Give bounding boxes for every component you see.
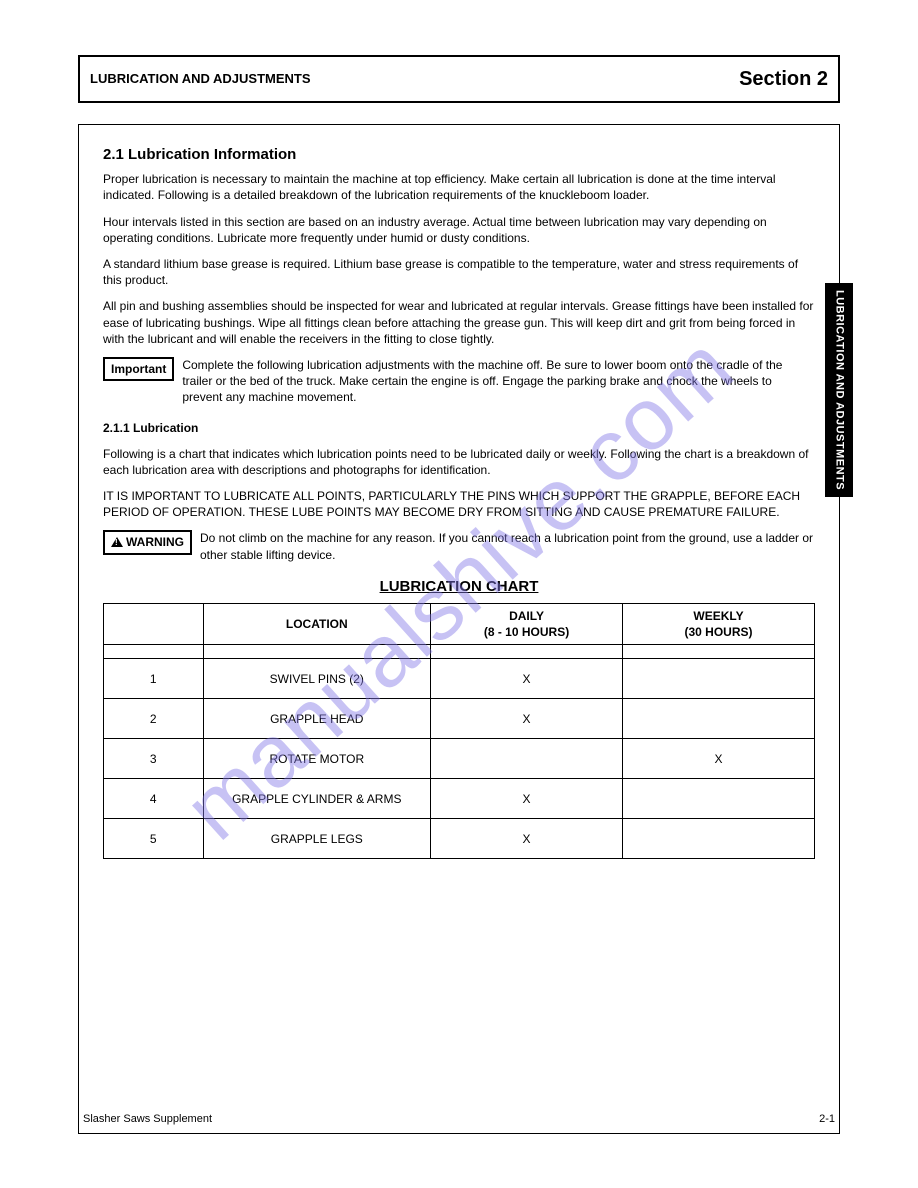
important-label: Important <box>103 357 174 381</box>
th-weekly: WEEKLY (30 HOURS) <box>623 604 815 645</box>
cell-daily: X <box>431 819 623 859</box>
footer-left: Slasher Saws Supplement <box>83 1112 212 1127</box>
cell-weekly <box>623 819 815 859</box>
table-row: 1 SWIVEL PINS (2) X <box>104 659 815 699</box>
important-note: Important Complete the following lubrica… <box>103 357 815 406</box>
cell-num: 5 <box>104 819 204 859</box>
th-daily: DAILY (8 - 10 HOURS) <box>431 604 623 645</box>
cell-weekly <box>623 779 815 819</box>
warning-text: Do not climb on the machine for any reas… <box>200 530 815 562</box>
cell-loc: SWIVEL PINS (2) <box>203 659 431 699</box>
intro-para-1: Proper lubrication is necessary to maint… <box>103 171 815 203</box>
header-section-label: LUBRICATION AND ADJUSTMENTS <box>90 70 311 88</box>
intro-para-2: Hour intervals listed in this section ar… <box>103 214 815 246</box>
cell-weekly <box>623 659 815 699</box>
cell-loc: GRAPPLE CYLINDER & ARMS <box>203 779 431 819</box>
header-section-number: Section 2 <box>739 66 828 93</box>
table-header-row: LOCATION DAILY (8 - 10 HOURS) WEEKLY (30… <box>104 604 815 645</box>
table-row: 2 GRAPPLE HEAD X <box>104 699 815 739</box>
footer-right: 2-1 <box>819 1112 835 1127</box>
cell-num: 1 <box>104 659 204 699</box>
cell-daily: X <box>431 779 623 819</box>
cell-num: 4 <box>104 779 204 819</box>
important-text: Complete the following lubrication adjus… <box>182 357 815 406</box>
warning-label: WARNING <box>126 535 184 549</box>
th-location: LOCATION <box>203 604 431 645</box>
warning-triangle-icon <box>111 537 123 547</box>
cell-daily: X <box>431 699 623 739</box>
table-row: 5 GRAPPLE LEGS X <box>104 819 815 859</box>
page-footer: Slasher Saws Supplement 2-1 <box>79 1112 839 1127</box>
cell-daily <box>431 739 623 779</box>
table-row: 3 ROTATE MOTOR X <box>104 739 815 779</box>
cell-daily: X <box>431 659 623 699</box>
warning-note: WARNING Do not climb on the machine for … <box>103 530 815 562</box>
cell-loc: GRAPPLE LEGS <box>203 819 431 859</box>
cell-num: 3 <box>104 739 204 779</box>
page-header: LUBRICATION AND ADJUSTMENTS Section 2 <box>78 55 840 103</box>
th-blank <box>104 604 204 645</box>
subsection-para-1: Following is a chart that indicates whic… <box>103 446 815 478</box>
subsection-para-2: IT IS IMPORTANT TO LUBRICATE ALL POINTS,… <box>103 488 815 520</box>
chart-title: LUBRICATION CHART <box>103 577 815 597</box>
subsection-heading: 2.1.1 Lubrication <box>103 420 815 436</box>
cell-num: 2 <box>104 699 204 739</box>
cell-loc: ROTATE MOTOR <box>203 739 431 779</box>
section-title: 2.1 Lubrication Information <box>103 145 815 165</box>
lubrication-table: LOCATION DAILY (8 - 10 HOURS) WEEKLY (30… <box>103 603 815 859</box>
main-content-frame: LUBRICATION AND ADJUSTMENTS 2.1 Lubricat… <box>78 124 840 1134</box>
cell-weekly: X <box>623 739 815 779</box>
cell-weekly <box>623 699 815 739</box>
table-divider-row <box>104 645 815 659</box>
warning-label-box: WARNING <box>103 530 192 554</box>
intro-para-4: All pin and bushing assemblies should be… <box>103 298 815 347</box>
table-row: 4 GRAPPLE CYLINDER & ARMS X <box>104 779 815 819</box>
side-tab: LUBRICATION AND ADJUSTMENTS <box>825 283 853 497</box>
cell-loc: GRAPPLE HEAD <box>203 699 431 739</box>
intro-para-3: A standard lithium base grease is requir… <box>103 256 815 288</box>
